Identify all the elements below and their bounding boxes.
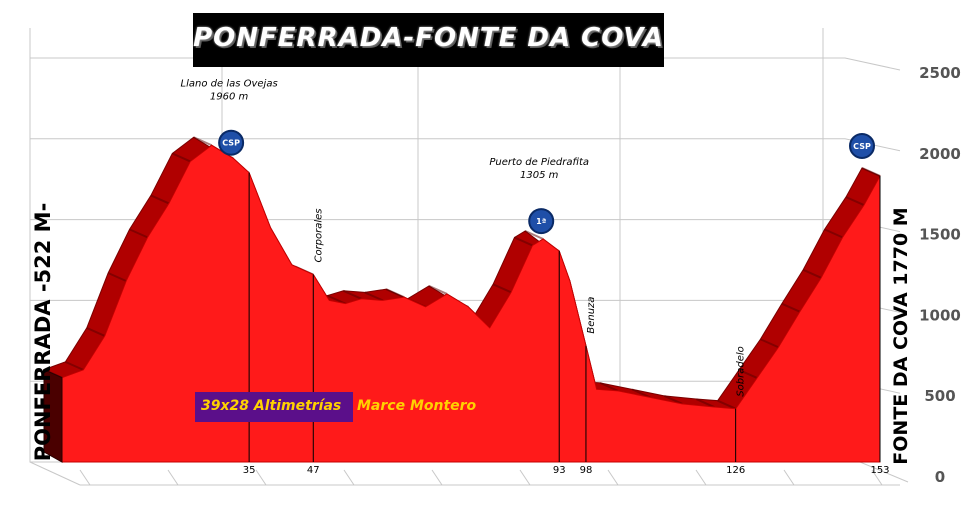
profile-band-hatch xyxy=(631,388,651,399)
profile-band-hatch xyxy=(492,283,512,294)
floor-tick-6 xyxy=(607,469,619,486)
profile-band-hatch xyxy=(738,369,758,379)
y-tick-2500: 2500 xyxy=(919,64,961,82)
floor-tick-9 xyxy=(871,469,883,486)
y-tick-0: 0 xyxy=(935,468,945,486)
y-tick-2000: 2000 xyxy=(919,145,961,163)
profile-band-hatch xyxy=(845,196,865,206)
y-tick-1000: 1000 xyxy=(919,306,961,324)
km-label-35: 35 xyxy=(243,465,256,476)
km-label-93: 93 xyxy=(553,465,566,476)
profile-band-hatch xyxy=(385,288,405,299)
credit-author: Marce Montero xyxy=(357,398,477,414)
floor-tick-1 xyxy=(167,469,179,486)
finish-label: FONTE DA COVA 1770 M xyxy=(890,207,912,464)
start-label: PONFERRADA -522 M- xyxy=(31,203,55,462)
floor-tick-0 xyxy=(79,469,91,486)
profile-band-hatch xyxy=(599,381,619,392)
profile-band-hatch xyxy=(514,236,533,247)
profile-band-hatch xyxy=(861,167,881,177)
floor-tick-3 xyxy=(343,469,355,486)
floor-tick-8 xyxy=(783,469,795,486)
pass-alt-35: 1960 m xyxy=(210,92,249,103)
pass-alt-93: 1305 m xyxy=(520,170,559,181)
climb-badge-text-35: CSP xyxy=(222,139,240,148)
profile-band-hatch xyxy=(663,394,683,405)
floor-tick-7 xyxy=(695,469,707,486)
floor-edge-left xyxy=(29,461,81,486)
profile-band-hatch xyxy=(717,399,737,410)
place-label-98: Benuza xyxy=(586,297,597,334)
climb-badge-text-153: CSP xyxy=(853,142,871,151)
pass-name-93: Puerto de Piedrafita xyxy=(489,157,589,168)
y-tick-1500: 1500 xyxy=(919,226,961,244)
floor-tick-4 xyxy=(431,469,443,486)
profile-band-hatch xyxy=(364,291,384,302)
title-banner: PONFERRADA-FONTE DA COVA xyxy=(193,13,664,67)
profile-band-hatch xyxy=(802,268,822,279)
profile-band-hatch xyxy=(342,289,362,300)
km-label-126: 126 xyxy=(726,465,745,476)
profile-band-hatch xyxy=(107,272,127,282)
credit-site: 39x28 Altimetrías xyxy=(201,398,342,414)
profile-band-hatch xyxy=(428,285,448,295)
profile-band-hatch xyxy=(86,327,106,337)
profile-band-hatch xyxy=(129,228,148,239)
km-label-153: 153 xyxy=(870,465,889,476)
profile-band-hatch xyxy=(326,294,346,305)
floor-tick-5 xyxy=(519,469,531,486)
profile-band-hatch xyxy=(760,338,779,349)
profile-band-hatch xyxy=(824,228,843,239)
grid-line-2000 xyxy=(30,138,901,152)
profile-band-hatch xyxy=(781,302,801,313)
floor-tick-2 xyxy=(255,469,267,486)
profile-band-hatch xyxy=(524,230,544,240)
profile-band-hatch xyxy=(193,136,213,147)
climb-badge-35 xyxy=(218,129,245,156)
pass-name-35: Llano de las Ovejas xyxy=(181,79,278,90)
climb-badge-153 xyxy=(849,132,875,159)
credit-badge: 39x28 Altimetrías xyxy=(195,392,353,422)
profile-band-hatch xyxy=(64,360,84,371)
place-label-126: Sobradelo xyxy=(736,346,747,396)
profile-band-hatch xyxy=(171,152,191,163)
climb-badge-93 xyxy=(528,208,555,235)
profile-start-wall xyxy=(43,368,63,463)
profile-area xyxy=(61,144,881,463)
profile-band-hatch xyxy=(150,194,170,205)
y-tick-500: 500 xyxy=(924,387,955,405)
place-label-47: Corporales xyxy=(313,208,324,262)
km-label-98: 98 xyxy=(580,465,593,476)
chart-title: PONFERRADA-FONTE DA COVA xyxy=(193,23,664,53)
km-label-47: 47 xyxy=(307,465,320,476)
profile-band-hatch xyxy=(695,398,715,408)
climb-badge-text-93: 1ª xyxy=(536,217,546,226)
